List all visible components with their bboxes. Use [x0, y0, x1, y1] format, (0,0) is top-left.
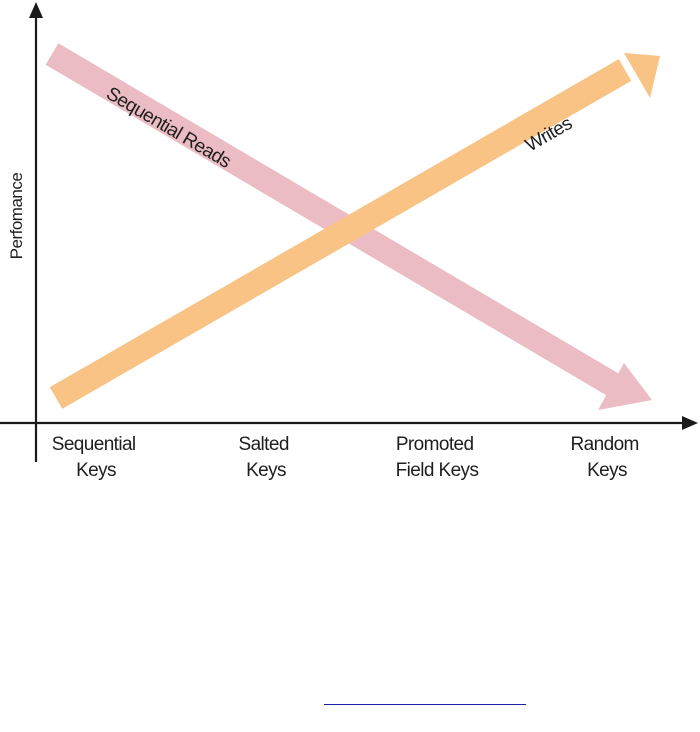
category-random-keys: Random Keys: [571, 434, 644, 481]
x-axis: [0, 416, 698, 430]
category-promoted-field-keys: Promoted Field Keys: [396, 434, 479, 481]
x-axis-arrowhead: [682, 416, 698, 430]
y-axis: [29, 2, 43, 462]
writes-arrow-shaft: [49, 59, 632, 409]
writes-arrow: [49, 53, 660, 409]
x-axis-categories: Sequential Keys Salted Keys Promoted Fie…: [52, 434, 644, 481]
writes-arrowhead: [624, 53, 660, 98]
sequential-reads-label: Sequential Reads: [102, 83, 234, 172]
y-axis-label: Perfomance: [7, 173, 26, 260]
sequential-reads-arrowhead: [598, 363, 652, 410]
category-salted-keys: Salted Keys: [239, 434, 294, 481]
footer-divider: [324, 704, 526, 705]
y-axis-arrowhead: [29, 2, 43, 18]
category-sequential-keys: Sequential Keys: [52, 434, 140, 481]
